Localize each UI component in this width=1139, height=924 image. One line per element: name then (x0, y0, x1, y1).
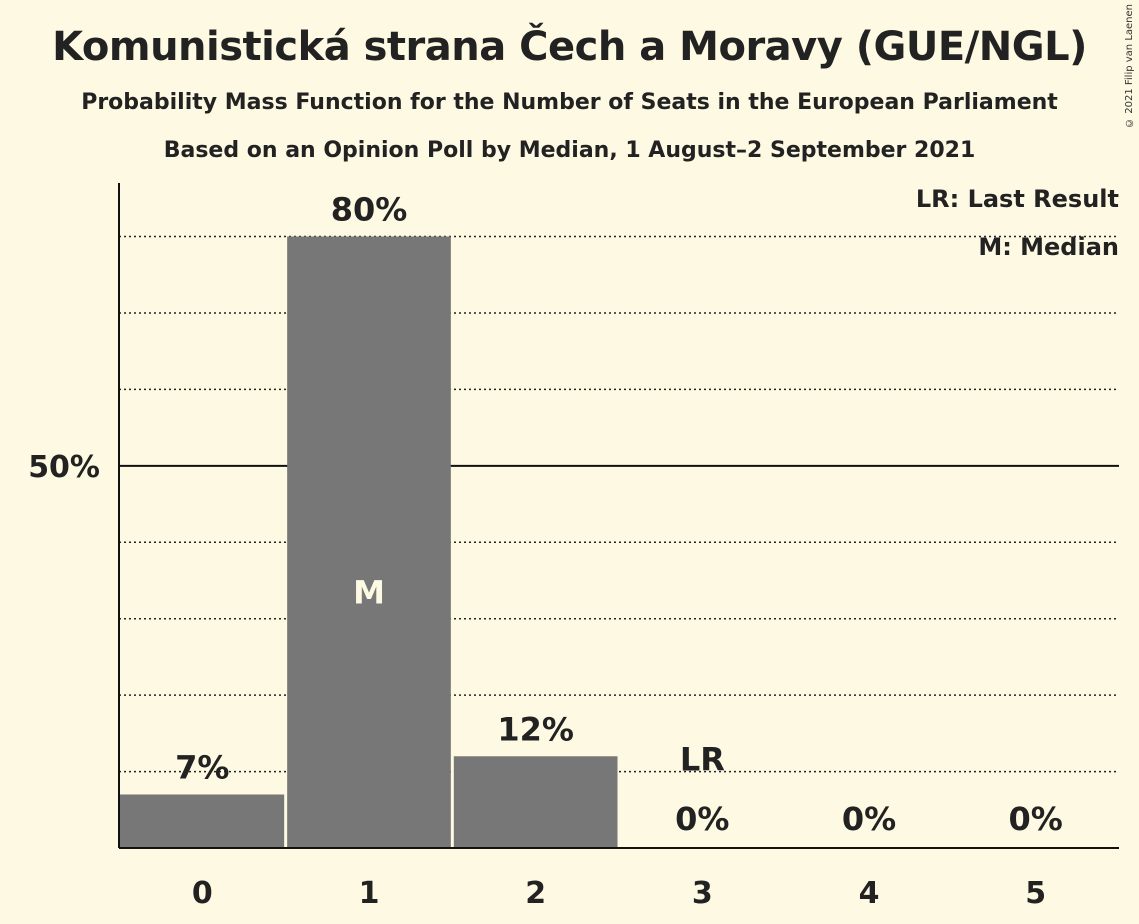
x-tick-label: 1 (359, 876, 380, 911)
chart-subtitle: Probability Mass Function for the Number… (81, 90, 1058, 115)
legend-last-result: LR: Last Result (915, 185, 1119, 213)
median-marker: M (353, 573, 385, 611)
x-tick-label: 2 (525, 876, 546, 911)
bar (287, 236, 451, 849)
x-tick-label: 5 (1025, 876, 1046, 911)
data-label: 80% (331, 191, 408, 229)
x-tick-label: 4 (859, 876, 880, 911)
x-tick-label: 3 (692, 876, 713, 911)
bar (119, 794, 285, 848)
chart-title: Komunistická strana Čech a Moravy (GUE/N… (52, 24, 1087, 70)
x-tick-label: 0 (192, 876, 213, 911)
data-label: 0% (675, 800, 729, 838)
chart-source-line: Based on an Opinion Poll by Median, 1 Au… (163, 138, 976, 163)
data-label: 7% (175, 748, 229, 786)
legend-median: M: Median (978, 233, 1119, 261)
last-result-marker: LR (680, 741, 725, 779)
y-tick-label: 50% (28, 450, 100, 485)
bar (453, 756, 618, 848)
data-label: 0% (1009, 800, 1063, 838)
data-label: 12% (497, 710, 574, 748)
data-label: 0% (842, 800, 896, 838)
